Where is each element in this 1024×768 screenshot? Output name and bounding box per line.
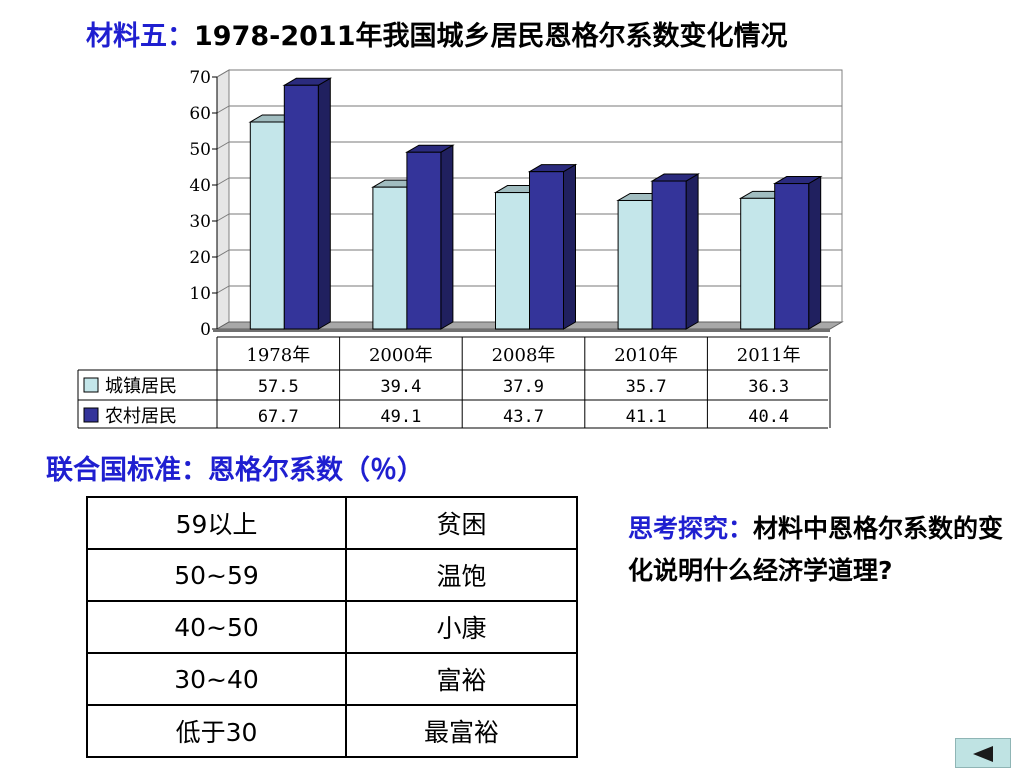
bar <box>495 192 530 330</box>
bar <box>740 197 776 330</box>
page-title: 材料五：1978-2011年我国城乡居民恩格尔系数变化情况 <box>86 14 788 53</box>
data-label: 41.1 <box>626 407 667 427</box>
level-cell: 最富裕 <box>344 704 579 758</box>
range-cell: 40~50 <box>86 600 347 654</box>
bar-side <box>685 173 699 330</box>
bar-side <box>808 175 822 330</box>
gridline-side <box>216 105 230 114</box>
table-row: 50~59 温饱 <box>86 548 579 602</box>
standard-table: 59以上 贫困 50~59 温饱 40~50 小康 30~40 富裕 低于30 最富裕 <box>86 496 579 758</box>
x-tick-label: 2010年 <box>614 345 678 366</box>
level-cell: 温饱 <box>344 548 579 602</box>
gridline-side <box>216 249 230 258</box>
data-label: 43.7 <box>503 407 544 427</box>
back-button[interactable] <box>955 738 1011 768</box>
bar <box>774 183 810 330</box>
y-tick-label: 70 <box>189 68 211 88</box>
range-cell: 30~40 <box>86 652 347 706</box>
title-lead: 材料五： <box>86 21 194 52</box>
gridline-side <box>216 69 230 78</box>
legend-label: 城镇居民 <box>105 376 177 397</box>
bar <box>529 171 564 330</box>
data-label: 39.4 <box>380 377 421 397</box>
data-label: 37.9 <box>503 377 544 397</box>
data-label: 35.7 <box>626 377 667 397</box>
bar <box>406 151 442 330</box>
x-tick-label: 2011年 <box>737 345 801 366</box>
table-row: 30~40 富裕 <box>86 652 579 706</box>
bar-side <box>563 163 576 330</box>
bar <box>372 186 408 330</box>
y-tick-label: 30 <box>189 212 211 232</box>
plot-left-wall <box>216 69 230 330</box>
gridline-side <box>216 141 230 150</box>
range-cell: 低于30 <box>86 704 347 758</box>
x-tick-label: 1978年 <box>246 345 310 366</box>
data-label: 57.5 <box>258 377 299 397</box>
y-tick-label: 40 <box>189 176 211 196</box>
think-lead: 思考探究： <box>628 514 754 543</box>
gridline-side <box>216 177 230 186</box>
bar-side <box>440 144 454 330</box>
y-tick-label: 50 <box>189 140 211 160</box>
x-tick-label: 2008年 <box>492 345 556 366</box>
y-tick-label: 0 <box>200 320 211 340</box>
level-cell: 富裕 <box>344 652 579 706</box>
bar <box>617 199 653 330</box>
bar <box>249 121 285 330</box>
title-text: 1978-2011年我国城乡居民恩格尔系数变化情况 <box>194 21 788 52</box>
standard-title: 联合国标准：恩格尔系数（％） <box>46 455 424 486</box>
table-row: 59以上 贫困 <box>86 496 579 550</box>
think-text: 材料中恩格尔系数的变化说明什么经济学道理? <box>628 514 1004 585</box>
engel-chart: 0 10 20 30 40 50 60 70 1978年 2000年 2008年 2010年 2011年… <box>77 68 844 429</box>
data-label: 40.4 <box>748 407 789 427</box>
level-cell: 小康 <box>344 600 579 654</box>
gridline-side <box>216 285 230 294</box>
legend-swatch <box>83 377 99 393</box>
table-row: 低于30 最富裕 <box>86 704 579 758</box>
table-row: 40~50 小康 <box>86 600 579 654</box>
legend-label: 农村居民 <box>105 406 177 427</box>
think-question: 思考探究：材料中恩格尔系数的变化说明什么经济学道理? <box>628 508 1013 592</box>
data-label: 67.7 <box>258 407 299 427</box>
y-tick-label: 10 <box>189 284 211 304</box>
plot-floor-edge <box>213 329 830 332</box>
bar <box>283 84 319 330</box>
gridline-side <box>216 213 230 222</box>
y-tick-label: 60 <box>189 104 211 124</box>
range-cell: 59以上 <box>86 496 347 550</box>
legend-swatch <box>83 407 99 423</box>
x-tick-label: 2000年 <box>369 345 433 366</box>
data-label: 36.3 <box>748 377 789 397</box>
level-cell: 贫困 <box>344 496 579 550</box>
range-cell: 50~59 <box>86 548 347 602</box>
y-tick-label: 20 <box>189 248 211 268</box>
bar-side <box>317 77 331 330</box>
bar <box>651 180 687 330</box>
triangle-left-icon <box>973 746 993 762</box>
data-label: 49.1 <box>380 407 421 427</box>
